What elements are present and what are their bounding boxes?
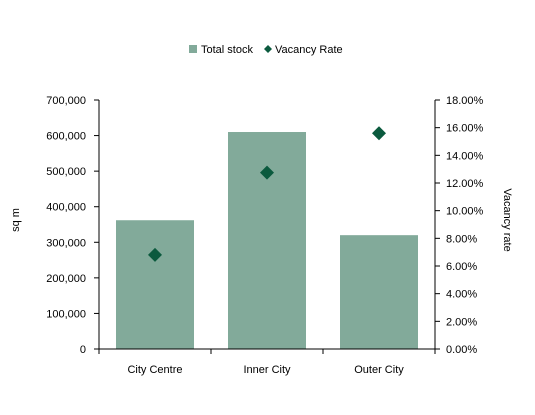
bars-group	[116, 132, 418, 349]
bar-total-stock	[116, 220, 194, 349]
markers-group	[148, 126, 386, 262]
x-tick-label: City Centre	[127, 364, 182, 376]
axes	[98, 100, 436, 350]
x-axis-ticks: City Centre Inner City Outer City	[98, 349, 436, 376]
y2-tick-label: 18.00%	[446, 95, 484, 107]
legend-label-total-stock: Total stock	[201, 44, 253, 56]
legend-swatch-vacancy-rate	[264, 45, 272, 53]
y2-tick-label: 8.00%	[446, 233, 477, 245]
legend-swatch-total-stock	[189, 45, 197, 53]
bar-total-stock	[228, 132, 306, 349]
legend: Total stock Vacancy Rate	[189, 44, 343, 56]
bar-total-stock	[340, 235, 418, 349]
y-tick-label: 300,000	[46, 237, 86, 249]
y-axis-left-title: sq m	[10, 208, 22, 232]
y-axis-right-ticks: 0.00% 2.00% 4.00% 6.00% 8.00% 10.00% 12.00% 14.…	[435, 95, 484, 356]
y-tick-label: 0	[80, 344, 86, 356]
y-tick-label: 200,000	[46, 273, 86, 285]
y-tick-label: 500,000	[46, 166, 86, 178]
marker-vacancy-rate	[260, 165, 274, 180]
marker-vacancy-rate	[148, 247, 162, 262]
marker-vacancy-rate	[372, 126, 386, 141]
y2-tick-label: 4.00%	[446, 289, 477, 301]
y2-tick-label: 12.00%	[446, 178, 484, 190]
y2-tick-label: 0.00%	[446, 344, 477, 356]
y-axis-left-ticks: 0 100,000 200,000 300,000 400,000 500,000 600,…	[46, 95, 99, 356]
x-tick-label: Inner City	[243, 364, 291, 376]
y-tick-label: 100,000	[46, 308, 86, 320]
x-tick-label: Outer City	[354, 364, 404, 376]
y-tick-label: 600,000	[46, 131, 86, 143]
y-tick-label: 400,000	[46, 202, 86, 214]
y-tick-label: 700,000	[46, 95, 86, 107]
y2-tick-label: 16.00%	[446, 123, 484, 135]
y-axis-right-title: Vacancy rate	[501, 188, 513, 251]
y2-tick-label: 10.00%	[446, 206, 484, 218]
y2-tick-label: 2.00%	[446, 316, 477, 328]
y2-tick-label: 6.00%	[446, 261, 477, 273]
legend-label-vacancy-rate: Vacancy Rate	[275, 44, 343, 56]
y2-tick-label: 14.00%	[446, 150, 484, 162]
